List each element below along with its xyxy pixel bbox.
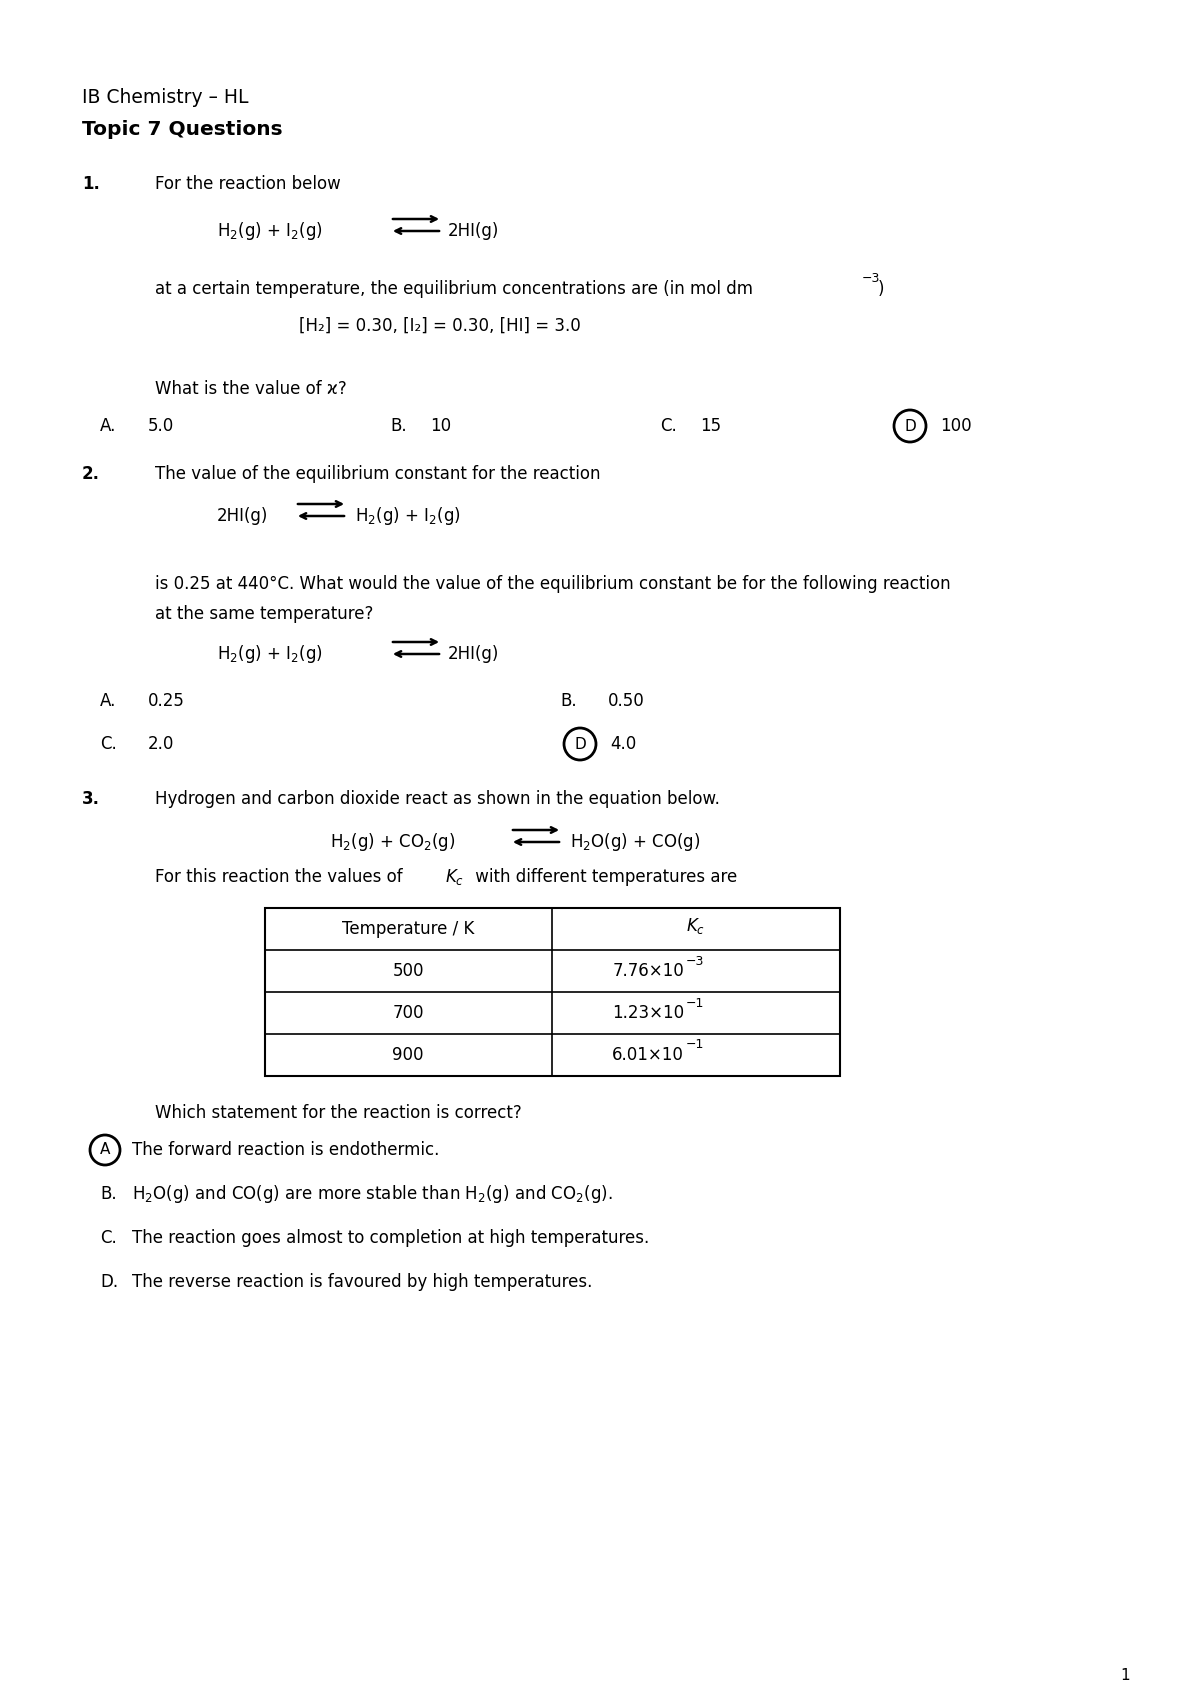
Text: H$_2$O(g) + CO(g): H$_2$O(g) + CO(g): [570, 830, 701, 852]
Text: $K_c$: $K_c$: [686, 915, 706, 936]
Text: A.: A.: [100, 418, 116, 435]
Text: Topic 7 Questions: Topic 7 Questions: [82, 121, 283, 139]
Text: 1.: 1.: [82, 175, 100, 194]
Text: For the reaction below: For the reaction below: [155, 175, 341, 194]
Text: What is the value of ϰ?: What is the value of ϰ?: [155, 380, 347, 397]
Text: H$_2$(g) + I$_2$(g): H$_2$(g) + I$_2$(g): [217, 221, 323, 243]
Text: 6.01×10: 6.01×10: [612, 1046, 684, 1065]
Text: C.: C.: [100, 735, 116, 752]
Text: 10: 10: [430, 418, 451, 435]
Text: $K_c$: $K_c$: [445, 868, 464, 886]
Text: 2.: 2.: [82, 465, 100, 482]
Text: H$_2$(g) + I$_2$(g): H$_2$(g) + I$_2$(g): [355, 504, 461, 526]
Text: H$_2$(g) + I$_2$(g): H$_2$(g) + I$_2$(g): [217, 644, 323, 666]
Text: 4.0: 4.0: [610, 735, 636, 752]
Text: 1.23×10: 1.23×10: [612, 1004, 684, 1022]
Text: −1: −1: [686, 997, 704, 1010]
Text: 500: 500: [392, 963, 424, 980]
Text: B.: B.: [390, 418, 407, 435]
Text: [H₂] = 0.30, [I₂] = 0.30, [HI] = 3.0: [H₂] = 0.30, [I₂] = 0.30, [HI] = 3.0: [299, 318, 581, 335]
Text: 2HI(g): 2HI(g): [448, 222, 499, 239]
Text: 900: 900: [392, 1046, 424, 1065]
Text: −3: −3: [686, 954, 704, 968]
Text: −1: −1: [686, 1039, 704, 1051]
Text: 2HI(g): 2HI(g): [448, 645, 499, 662]
Text: 2HI(g): 2HI(g): [217, 508, 269, 525]
Text: 1: 1: [1121, 1667, 1130, 1683]
Text: 15: 15: [700, 418, 721, 435]
Text: at a certain temperature, the equilibrium concentrations are (in mol dm: at a certain temperature, the equilibriu…: [155, 280, 754, 299]
Text: with different temperatures are: with different temperatures are: [470, 868, 737, 886]
Text: H$_2$(g) + CO$_2$(g): H$_2$(g) + CO$_2$(g): [330, 830, 456, 852]
Text: is 0.25 at 440°C. What would the value of the equilibrium constant be for the fo: is 0.25 at 440°C. What would the value o…: [155, 576, 950, 593]
Text: D: D: [574, 737, 586, 752]
Text: A: A: [100, 1143, 110, 1158]
Text: For this reaction the values of: For this reaction the values of: [155, 868, 408, 886]
Text: IB Chemistry – HL: IB Chemistry – HL: [82, 88, 248, 107]
Text: −3: −3: [862, 272, 881, 285]
Text: 5.0: 5.0: [148, 418, 174, 435]
Text: ): ): [878, 280, 884, 299]
Text: The reverse reaction is favoured by high temperatures.: The reverse reaction is favoured by high…: [132, 1274, 593, 1290]
Text: The forward reaction is endothermic.: The forward reaction is endothermic.: [132, 1141, 439, 1160]
Text: at the same temperature?: at the same temperature?: [155, 604, 373, 623]
Text: Temperature / K: Temperature / K: [342, 920, 474, 937]
Text: B.: B.: [560, 693, 577, 710]
Text: D: D: [904, 418, 916, 433]
Text: 3.: 3.: [82, 790, 100, 808]
Text: 0.50: 0.50: [608, 693, 644, 710]
Text: 7.76×10: 7.76×10: [612, 963, 684, 980]
Text: 2.0: 2.0: [148, 735, 174, 752]
Text: The reaction goes almost to completion at high temperatures.: The reaction goes almost to completion a…: [132, 1229, 649, 1246]
Text: A.: A.: [100, 693, 116, 710]
Text: Which statement for the reaction is correct?: Which statement for the reaction is corr…: [155, 1104, 522, 1122]
Text: 0.25: 0.25: [148, 693, 185, 710]
Text: D.: D.: [100, 1274, 118, 1290]
Text: C.: C.: [660, 418, 677, 435]
Text: The value of the equilibrium constant for the reaction: The value of the equilibrium constant fo…: [155, 465, 600, 482]
Text: 100: 100: [940, 418, 972, 435]
Text: 700: 700: [392, 1004, 424, 1022]
Text: H$_2$O(g) and CO(g) are more stable than H$_2$(g) and CO$_2$(g).: H$_2$O(g) and CO(g) are more stable than…: [132, 1184, 613, 1206]
Text: C.: C.: [100, 1229, 116, 1246]
Text: Hydrogen and carbon dioxide react as shown in the equation below.: Hydrogen and carbon dioxide react as sho…: [155, 790, 720, 808]
Bar: [265, 908, 840, 1077]
Text: B.: B.: [100, 1185, 116, 1202]
